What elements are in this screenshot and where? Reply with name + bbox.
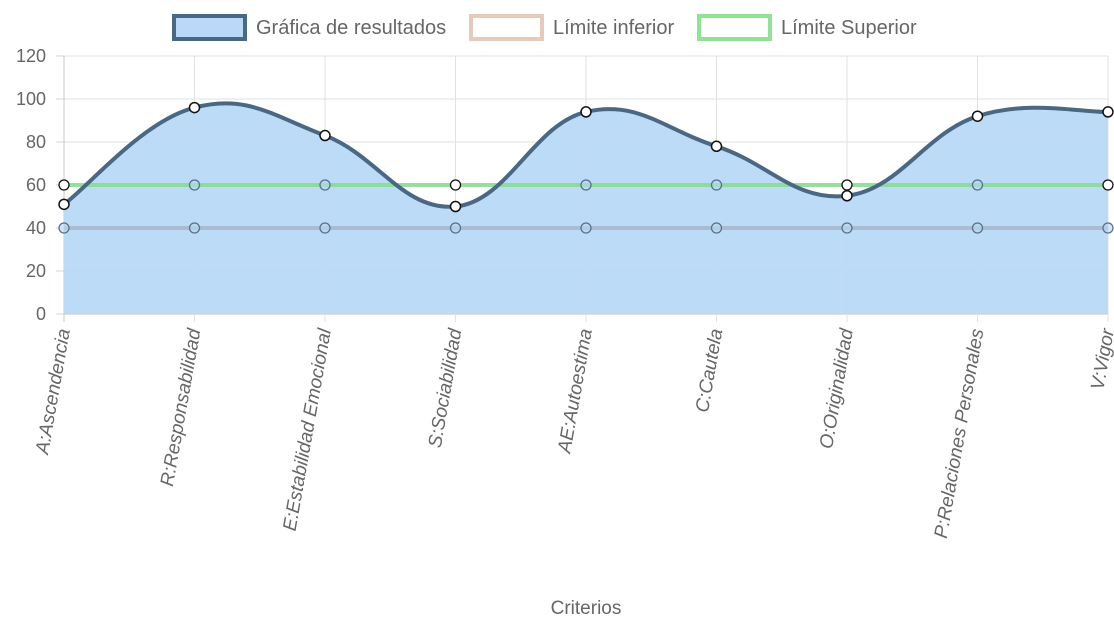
lower-limit-point[interactable] <box>1102 222 1114 234</box>
x-axis: A:Ascendencia R:Responsabilidad E:Estabili… <box>32 326 1114 540</box>
chart-legend: Gráfica de resultados Límite inferior Lími… <box>172 14 917 41</box>
results-point[interactable] <box>1102 106 1114 118</box>
results-point[interactable] <box>319 129 331 142</box>
legend-label-results[interactable]: Gráfica de resultados <box>256 17 446 39</box>
legend-swatch-upper[interactable] <box>697 14 772 41</box>
x-tick-label: R:Responsabilidad <box>157 326 206 488</box>
y-tick-label: 0 <box>36 304 46 324</box>
upper-limit-point[interactable] <box>841 179 853 191</box>
lower-limit-point[interactable] <box>841 222 853 234</box>
results-point[interactable] <box>841 190 853 202</box>
lower-limit-point[interactable] <box>319 222 331 234</box>
legend-swatch-lower[interactable] <box>469 14 544 41</box>
y-tick-label: 80 <box>26 132 46 152</box>
lower-limit-point[interactable] <box>710 222 723 234</box>
legend-swatch-results[interactable] <box>172 14 247 41</box>
results-point[interactable] <box>971 110 984 122</box>
results-point[interactable] <box>188 101 201 114</box>
lower-limit-point[interactable] <box>449 222 462 234</box>
y-tick-label: 60 <box>26 175 46 195</box>
y-axis: 0 20 40 60 80 100 120 <box>16 46 46 324</box>
upper-limit-point[interactable] <box>188 179 201 191</box>
legend-label-lower[interactable]: Límite inferior <box>553 17 674 39</box>
series-results-area <box>64 103 1108 314</box>
x-tick-label: P:Relaciones Personales <box>931 327 989 540</box>
x-tick-label: C:Cautela <box>692 327 727 414</box>
upper-limit-point[interactable] <box>449 179 462 191</box>
y-tick-label: 100 <box>16 89 46 109</box>
series-layer <box>58 101 1114 314</box>
y-tick-label: 120 <box>16 46 46 66</box>
lower-limit-point[interactable] <box>580 222 592 234</box>
x-tick-label: V:Vigor <box>1088 327 1114 392</box>
legend-label-upper[interactable]: Límite Superior <box>781 17 917 39</box>
lower-limit-point[interactable] <box>971 222 984 234</box>
x-tick-label: E:Estabilidad Emocional <box>280 326 336 532</box>
results-point[interactable] <box>58 198 70 211</box>
x-axis-title: Criterios <box>551 598 622 619</box>
upper-limit-point[interactable] <box>971 179 984 191</box>
x-tick-label: S:Sociabilidad <box>425 326 467 450</box>
upper-limit-point[interactable] <box>58 179 70 191</box>
lower-limit-point[interactable] <box>188 222 201 234</box>
upper-limit-point[interactable] <box>710 179 723 191</box>
x-tick-label: A:Ascendencia <box>32 327 75 456</box>
results-point[interactable] <box>449 200 462 213</box>
results-point[interactable] <box>710 140 723 153</box>
x-tick-label: AE:Autoestima <box>554 327 597 455</box>
x-tick-label: O:Originalidad <box>816 326 858 451</box>
results-point[interactable] <box>580 106 592 118</box>
y-tick-label: 40 <box>26 218 46 238</box>
y-tick-label: 20 <box>26 261 46 281</box>
lower-limit-point[interactable] <box>58 222 70 234</box>
upper-limit-point[interactable] <box>580 179 592 191</box>
upper-limit-point[interactable] <box>319 179 331 191</box>
upper-limit-point[interactable] <box>1102 179 1114 191</box>
